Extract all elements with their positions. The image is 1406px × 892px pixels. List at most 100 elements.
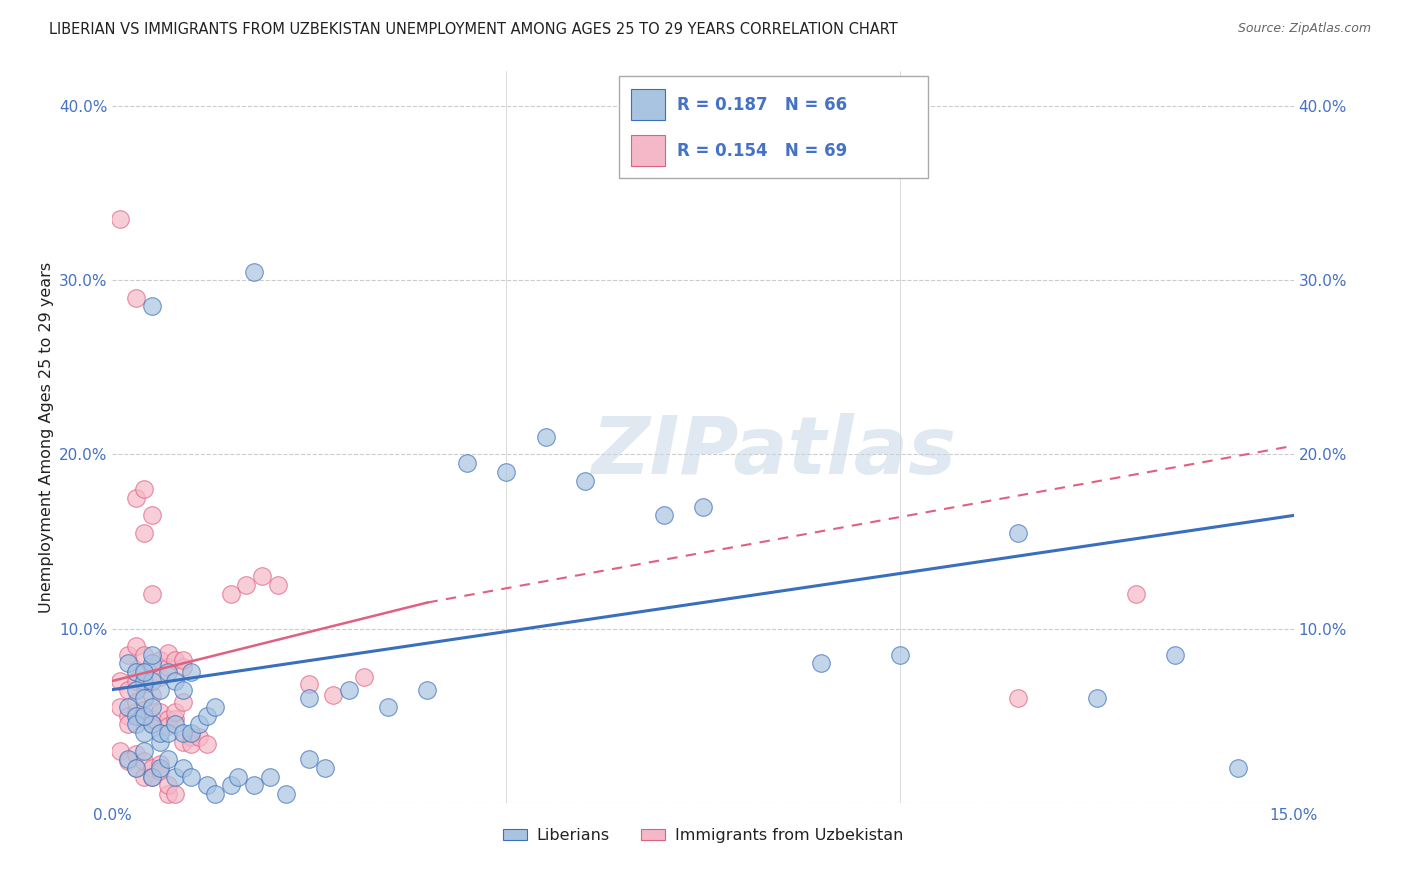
Point xyxy=(149,735,172,749)
Point xyxy=(110,700,132,714)
Point xyxy=(652,508,675,523)
Point xyxy=(228,770,250,784)
Point xyxy=(132,712,155,726)
Point xyxy=(314,761,336,775)
Point xyxy=(125,705,148,719)
Point xyxy=(156,719,179,733)
Point xyxy=(132,704,155,718)
Point xyxy=(132,665,155,680)
Point xyxy=(165,673,187,688)
Point xyxy=(274,787,297,801)
Point xyxy=(125,665,148,680)
Text: Source: ZipAtlas.com: Source: ZipAtlas.com xyxy=(1237,22,1371,36)
Point xyxy=(156,646,179,660)
Text: R = 0.187   N = 66: R = 0.187 N = 66 xyxy=(678,95,848,113)
Point xyxy=(204,700,226,714)
Point xyxy=(156,787,179,801)
Bar xyxy=(631,89,665,120)
Point xyxy=(322,688,344,702)
Point xyxy=(149,726,172,740)
Point xyxy=(125,491,148,505)
Point xyxy=(149,761,172,775)
Point xyxy=(141,712,163,726)
Text: R = 0.154   N = 69: R = 0.154 N = 69 xyxy=(678,142,848,160)
Point xyxy=(132,648,155,662)
Point xyxy=(495,465,517,479)
Point xyxy=(1007,525,1029,540)
Point xyxy=(165,705,187,719)
Point xyxy=(125,695,148,709)
Point xyxy=(132,743,155,757)
Point xyxy=(117,700,139,714)
Point xyxy=(195,737,218,751)
Point xyxy=(165,717,187,731)
Point xyxy=(117,754,139,768)
Point xyxy=(250,569,273,583)
Point xyxy=(125,291,148,305)
Legend: Liberians, Immigrants from Uzbekistan: Liberians, Immigrants from Uzbekistan xyxy=(496,822,910,850)
Point xyxy=(219,587,242,601)
Point xyxy=(132,677,155,691)
Point xyxy=(149,682,172,697)
Point xyxy=(235,578,257,592)
Point xyxy=(117,717,139,731)
Point xyxy=(1125,587,1147,601)
Point xyxy=(117,657,139,671)
Point xyxy=(141,770,163,784)
Point xyxy=(125,682,148,697)
Point xyxy=(141,657,163,671)
Point xyxy=(165,653,187,667)
Point xyxy=(141,770,163,784)
Point xyxy=(110,673,132,688)
Point xyxy=(141,587,163,601)
Point xyxy=(149,653,172,667)
Point xyxy=(132,754,155,768)
Point xyxy=(243,265,266,279)
Point xyxy=(267,578,290,592)
Point xyxy=(110,212,132,227)
Point xyxy=(141,673,163,688)
Point xyxy=(132,708,155,723)
Point xyxy=(180,726,202,740)
Point xyxy=(298,691,321,706)
Point xyxy=(195,778,218,792)
Point xyxy=(165,712,187,726)
Point xyxy=(259,770,281,784)
Point xyxy=(180,665,202,680)
Point xyxy=(132,673,155,688)
Point xyxy=(353,670,375,684)
Point xyxy=(416,682,439,697)
Point xyxy=(132,726,155,740)
Point xyxy=(141,688,163,702)
Point xyxy=(188,730,211,744)
Point xyxy=(141,717,163,731)
Point xyxy=(125,665,148,680)
Text: ZIPatlas: ZIPatlas xyxy=(592,413,956,491)
Point xyxy=(149,764,172,779)
Point xyxy=(156,665,179,680)
Point xyxy=(141,508,163,523)
Point xyxy=(574,474,596,488)
FancyBboxPatch shape xyxy=(619,76,928,178)
Point xyxy=(243,778,266,792)
Point xyxy=(125,708,148,723)
Point xyxy=(172,761,194,775)
Point xyxy=(172,682,194,697)
Point xyxy=(141,761,163,775)
Point xyxy=(149,705,172,719)
Y-axis label: Unemployment Among Ages 25 to 29 years: Unemployment Among Ages 25 to 29 years xyxy=(38,261,53,613)
Point xyxy=(117,708,139,723)
Point xyxy=(132,483,155,497)
Point xyxy=(149,670,172,684)
Point xyxy=(172,653,194,667)
Point xyxy=(125,761,148,775)
Point xyxy=(132,665,155,680)
Point xyxy=(1164,648,1187,662)
Point xyxy=(204,787,226,801)
Point xyxy=(195,708,218,723)
Point xyxy=(141,717,163,731)
Point xyxy=(141,648,163,662)
Point xyxy=(298,752,321,766)
Point xyxy=(377,700,399,714)
Point xyxy=(692,500,714,514)
